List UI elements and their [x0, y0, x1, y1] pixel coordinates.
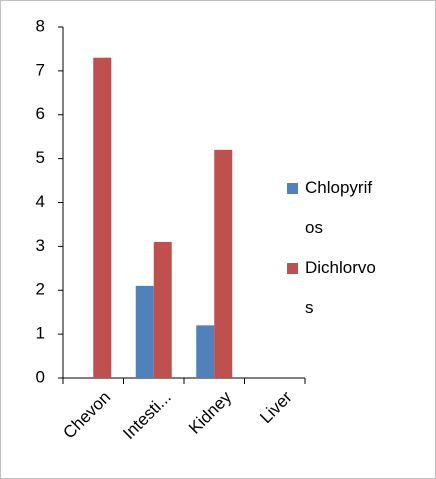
- y-tick-label: 0: [36, 367, 45, 386]
- y-tick-label: 2: [36, 280, 45, 299]
- bar: [93, 57, 112, 379]
- y-tick-label: 6: [36, 104, 45, 123]
- legend-swatch: [287, 183, 298, 194]
- bar: [153, 241, 172, 378]
- y-tick-label: 3: [36, 236, 45, 255]
- bar: [214, 149, 233, 378]
- y-tick-label: 7: [36, 60, 45, 79]
- y-tick-label: 4: [36, 192, 45, 211]
- legend-entry: Dichlorvos: [305, 258, 376, 317]
- bar: [135, 285, 154, 378]
- y-tick-label: 1: [36, 324, 45, 343]
- y-tick-label: 5: [36, 148, 45, 167]
- bar: [196, 325, 215, 378]
- legend-label: Chlopyrifos: [305, 178, 373, 237]
- legend-entry: Chlopyrifos: [305, 178, 373, 237]
- y-tick-label: 8: [36, 16, 45, 35]
- legend-swatch: [287, 263, 298, 274]
- legend-label: Dichlorvos: [305, 258, 376, 317]
